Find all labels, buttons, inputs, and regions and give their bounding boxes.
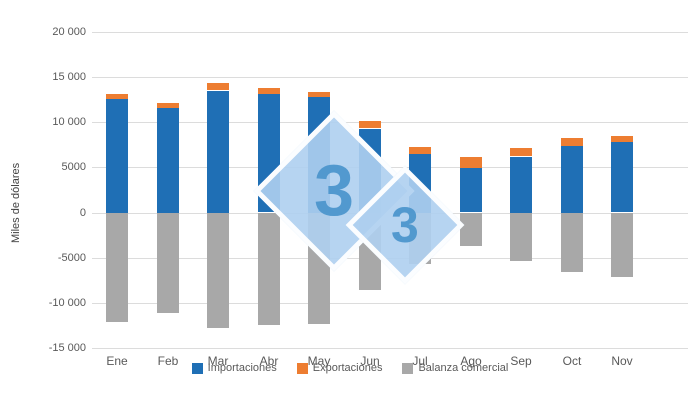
y-tick-label: 10 000	[52, 116, 86, 128]
bar-importaciones	[157, 108, 179, 213]
legend-swatch	[402, 362, 414, 374]
bar-balanza-comercial	[258, 213, 280, 325]
bar-balanza-comercial	[157, 213, 179, 313]
bar-exportaciones	[510, 148, 532, 156]
bar-exportaciones	[409, 147, 431, 154]
gridline	[92, 303, 688, 304]
bar-exportaciones	[157, 103, 179, 108]
x-tick-label: Oct	[562, 354, 582, 368]
bar-exportaciones	[106, 94, 128, 99]
x-tick-label: May	[307, 354, 331, 368]
bar-importaciones	[308, 97, 330, 213]
y-tick-label: -15 000	[48, 342, 86, 354]
gridline	[92, 213, 688, 214]
bar-balanza-comercial	[359, 213, 381, 290]
legend-label: Importaciones	[207, 362, 277, 374]
legend-label: Exportaciones	[312, 362, 383, 374]
y-tick-label: 0	[79, 207, 86, 219]
bar-importaciones	[106, 99, 128, 213]
gridline	[92, 348, 688, 349]
legend-item-importaciones: Importaciones	[191, 362, 277, 374]
y-axis-title: Miles de dólares	[10, 162, 22, 243]
x-tick-label: Ene	[106, 354, 128, 368]
bar-exportaciones	[207, 83, 229, 90]
y-tick-label: -5000	[57, 252, 86, 264]
x-tick-label: Nov	[611, 354, 633, 368]
bar-importaciones	[510, 157, 532, 213]
bar-importaciones	[409, 154, 431, 213]
gridline	[92, 77, 688, 78]
bar-importaciones	[460, 168, 482, 212]
bar-balanza-comercial	[106, 213, 128, 322]
legend-item-exportaciones: Exportaciones	[296, 362, 383, 374]
x-tick-label: Jul	[412, 354, 428, 368]
bar-exportaciones	[460, 157, 482, 168]
y-tick-label: 20 000	[52, 26, 86, 38]
bar-balanza-comercial	[611, 213, 633, 277]
gridline	[92, 167, 688, 168]
gridline	[92, 32, 688, 33]
bar-exportaciones	[561, 138, 583, 146]
x-tick-label: Jun	[360, 354, 380, 368]
bar-importaciones	[611, 142, 633, 212]
x-tick-label: Ago	[460, 354, 482, 368]
legend: Importaciones Exportaciones Balanza comerc…	[0, 362, 700, 374]
y-tick-label: -10 000	[48, 297, 86, 309]
x-tick-label: Abr	[259, 354, 279, 368]
bar-exportaciones	[308, 92, 330, 97]
bar-exportaciones	[611, 136, 633, 142]
bar-balanza-comercial	[510, 213, 532, 261]
bar-exportaciones	[258, 88, 280, 94]
bar-exportaciones	[359, 121, 381, 128]
bar-importaciones	[359, 129, 381, 213]
bar-balanza-comercial	[308, 213, 330, 324]
bar-balanza-comercial	[409, 213, 431, 264]
bar-balanza-comercial	[561, 213, 583, 272]
legend-item-balanza-comercial: Balanza comercial	[402, 362, 508, 374]
legend-swatch	[191, 362, 203, 374]
gridline	[92, 258, 688, 259]
x-tick-label: Mar	[207, 354, 229, 368]
bar-balanza-comercial	[207, 213, 229, 328]
x-tick-label: Sep	[510, 354, 532, 368]
bar-importaciones	[258, 94, 280, 212]
bar-importaciones	[561, 146, 583, 213]
x-tick-label: Feb	[157, 354, 179, 368]
legend-swatch	[296, 362, 308, 374]
legend-label: Balanza comercial	[418, 362, 509, 374]
bar-importaciones	[207, 91, 229, 213]
gridline	[92, 122, 688, 123]
y-tick-label: 15 000	[52, 71, 86, 83]
bar-balanza-comercial	[460, 213, 482, 246]
y-tick-label: 5000	[61, 161, 86, 173]
